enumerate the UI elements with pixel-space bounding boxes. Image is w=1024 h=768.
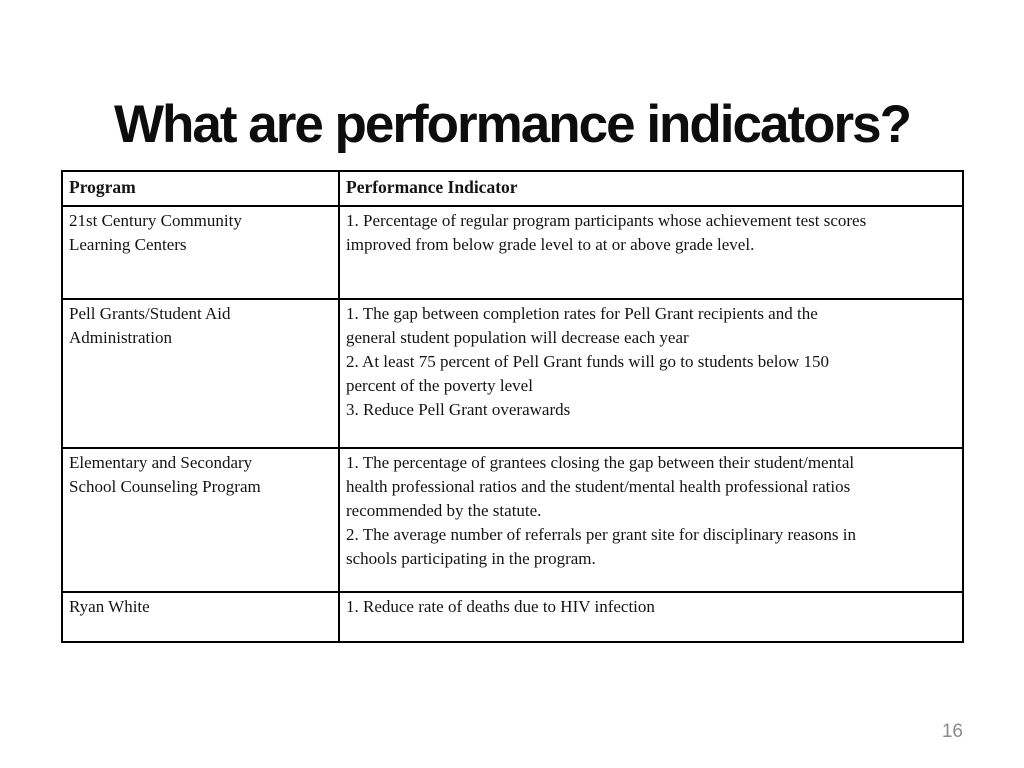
table-row: 21st Century Community Learning Centers … (61, 205, 964, 300)
table-row: Pell Grants/Student Aid Administration 1… (61, 298, 964, 449)
column-header-performance-indicator: Performance Indicator (338, 170, 964, 207)
table-row: Elementary and Secondary School Counseli… (61, 447, 964, 593)
indicator-cell: 1. Reduce rate of deaths due to HIV infe… (338, 591, 964, 643)
table-row: Ryan White 1. Reduce rate of deaths due … (61, 591, 964, 643)
indicator-cell: 1. The gap between completion rates for … (338, 298, 964, 449)
page-number: 16 (941, 721, 963, 742)
program-cell: 21st Century Community Learning Centers (61, 205, 340, 300)
slide-title: What are performance indicators? (114, 94, 912, 154)
indicator-cell: 1. Percentage of regular program partici… (338, 205, 964, 300)
program-cell: Elementary and Secondary School Counseli… (61, 447, 340, 593)
program-cell: Pell Grants/Student Aid Administration (61, 298, 340, 449)
column-header-program: Program (61, 170, 340, 207)
program-cell: Ryan White (61, 591, 340, 643)
indicator-cell: 1. The percentage of grantees closing th… (338, 447, 964, 593)
performance-indicators-table: Program Performance Indicator 21st Centu… (61, 170, 964, 643)
table-header-row: Program Performance Indicator (61, 170, 964, 207)
